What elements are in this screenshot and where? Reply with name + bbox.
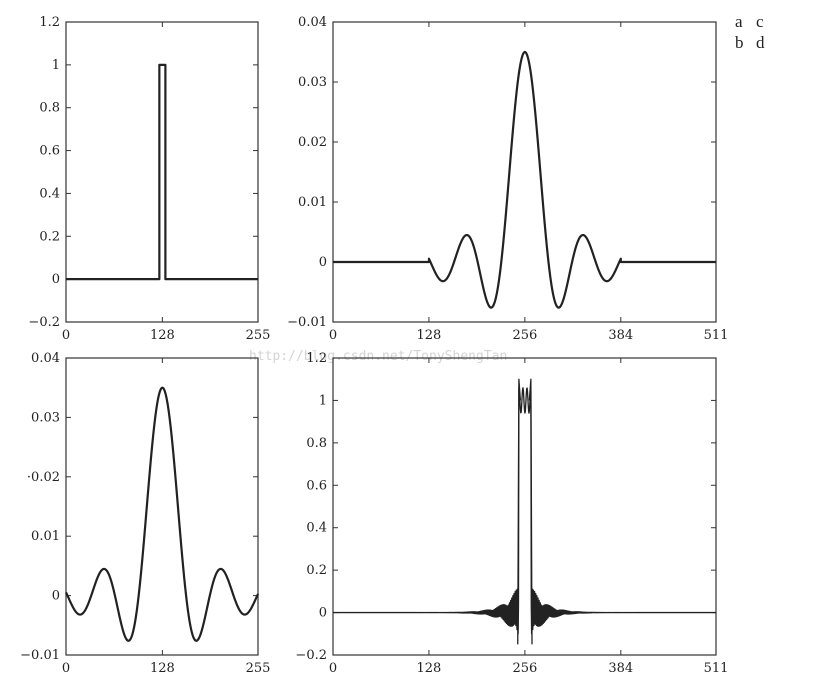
plot-frame	[332, 21, 717, 323]
x-tick-label: 128	[150, 661, 175, 676]
y-tick-label: 1	[52, 58, 60, 73]
x-tick-label: 384	[608, 328, 633, 343]
y-tick-label: 0.4	[306, 521, 327, 536]
x-tick-label: 0	[329, 661, 337, 676]
x-tick-label: 255	[246, 328, 271, 343]
y-tick-label: −0.01	[20, 648, 60, 663]
x-tick-label: 256	[512, 328, 537, 343]
y-tick-label: 1.2	[39, 15, 60, 30]
x-tick-label: 511	[704, 661, 729, 676]
y-tick-label: 0.04	[298, 15, 327, 30]
y-tick-label: 0	[52, 272, 60, 287]
series-line	[333, 50, 716, 309]
y-tick-label: 0	[319, 606, 327, 621]
y-tick-label: 1	[319, 393, 327, 408]
x-tick-label: 384	[608, 661, 633, 676]
y-tick-label: 0.4	[39, 186, 60, 201]
panel-letter-a: a	[735, 12, 743, 31]
x-tick-label: 0	[329, 328, 337, 343]
panel-letter-c: c	[756, 12, 764, 31]
plot-frame	[65, 21, 259, 323]
plot-frame	[65, 357, 259, 656]
y-tick-label: 0	[319, 255, 327, 270]
series-line	[332, 387, 717, 635]
y-tick-label: 0.6	[306, 478, 327, 493]
y-tick-label: 0.04	[31, 351, 60, 366]
series-line	[66, 63, 258, 281]
y-tick-label: ·0.02	[27, 470, 60, 485]
y-tick-label: 0.02	[298, 135, 327, 150]
panel-letter-d: d	[756, 33, 765, 52]
y-tick-label: 0.8	[306, 436, 327, 451]
x-tick-label: 0	[62, 661, 70, 676]
y-tick-label: −0.2	[28, 315, 60, 330]
y-tick-label: 0.01	[298, 195, 327, 210]
y-tick-label: 0.2	[39, 229, 60, 244]
y-tick-label: 1.2	[306, 351, 327, 366]
x-tick-label: 511	[704, 328, 729, 343]
gibbs-overshoot	[528, 378, 533, 645]
x-tick-label: 128	[417, 328, 442, 343]
chart-panel-a: −0.200.20.40.60.811.20 128 255	[28, 15, 270, 343]
x-tick-label: 255	[246, 661, 271, 676]
y-tick-label: 0.01	[31, 529, 60, 544]
x-tick-label: 128	[150, 328, 175, 343]
y-tick-label: 0.8	[39, 101, 60, 116]
series-line	[65, 386, 259, 642]
x-tick-label: 0	[62, 328, 70, 343]
y-tick-label: 0.03	[31, 410, 60, 425]
panel-letter-b: b	[735, 33, 744, 52]
y-tick-label: 0.6	[39, 144, 60, 159]
y-tick-label: 0	[52, 589, 60, 604]
watermark-text: http://blog.csdn.net/TonyShengTan	[249, 349, 507, 364]
chart-panel-d: −0.200.20.40.60.811.20 128 256 384 511	[295, 351, 728, 676]
x-tick-label: 256	[512, 661, 537, 676]
y-tick-label: −0.01	[287, 315, 327, 330]
gibbs-overshoot	[517, 378, 522, 645]
y-tick-label: 0.2	[306, 563, 327, 578]
y-tick-label: 0.03	[298, 75, 327, 90]
x-tick-label: 128	[417, 661, 442, 676]
y-tick-label: −0.2	[295, 648, 327, 663]
